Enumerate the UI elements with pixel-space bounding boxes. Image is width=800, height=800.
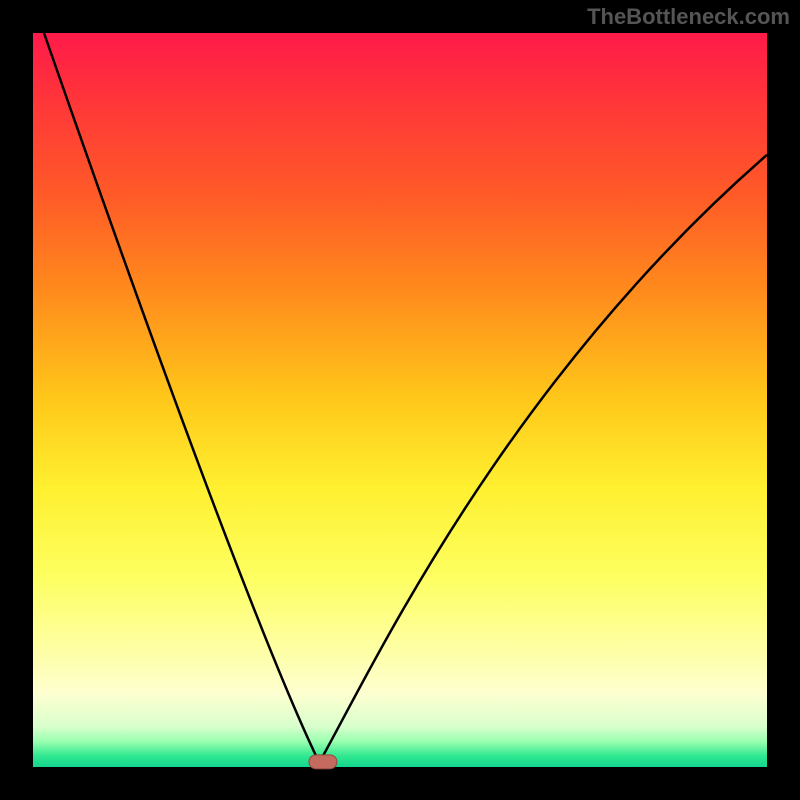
chart-container: TheBottleneck.com (0, 0, 800, 800)
optimum-marker (309, 755, 337, 769)
bottleneck-chart (0, 0, 800, 800)
watermark-text: TheBottleneck.com (587, 4, 790, 30)
plot-background (33, 33, 767, 767)
